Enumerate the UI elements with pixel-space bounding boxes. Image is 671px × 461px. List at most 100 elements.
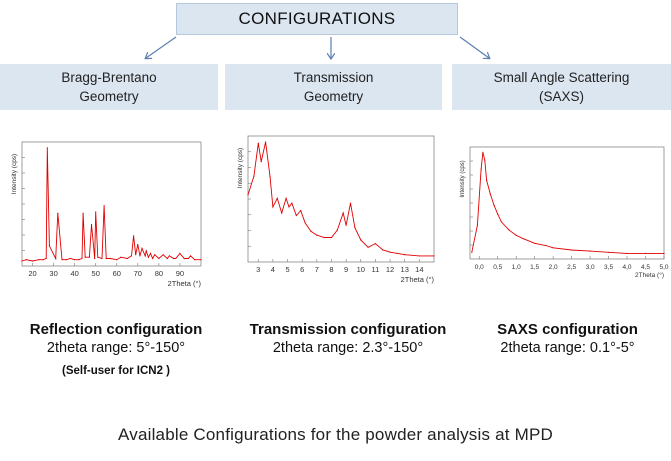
data-point bbox=[316, 234, 318, 236]
x-tick-label: 0,0 bbox=[475, 264, 484, 271]
data-point bbox=[285, 197, 287, 199]
data-point bbox=[272, 206, 274, 208]
x-tick-label: 2,5 bbox=[567, 264, 576, 271]
data-point bbox=[508, 229, 510, 231]
data-point bbox=[300, 210, 302, 212]
x-tick-label: 4 bbox=[271, 265, 275, 274]
plot-reflection: 20 30 40 50 60 70 80 90 2Theta (°) Intensity (cps… bbox=[8, 138, 208, 293]
x-tick-label: 70 bbox=[134, 269, 142, 278]
config-note: (Self-user for ICN2 ) bbox=[62, 365, 170, 377]
data-point bbox=[404, 254, 406, 256]
data-point bbox=[433, 255, 435, 257]
y-axis-label: Intensity (cps) bbox=[11, 154, 18, 194]
data-point bbox=[130, 255, 133, 257]
data-point bbox=[336, 229, 338, 231]
data-point bbox=[500, 221, 502, 223]
x-tick-label: 20 bbox=[28, 269, 36, 278]
x-tick-label: 14 bbox=[415, 265, 423, 274]
series-line bbox=[471, 152, 664, 254]
geometry-label-line2: Geometry bbox=[79, 89, 139, 104]
geometry-label-line1: Bragg-Brentano bbox=[61, 70, 157, 85]
data-point bbox=[571, 249, 573, 251]
data-point bbox=[90, 223, 93, 226]
data-point bbox=[166, 257, 168, 260]
data-point bbox=[45, 257, 47, 260]
data-point bbox=[95, 211, 97, 213]
plot-frame bbox=[247, 135, 435, 263]
config-reflection: Reflection configuration 2theta range: 5… bbox=[0, 320, 232, 377]
data-point bbox=[152, 257, 154, 260]
data-point bbox=[61, 259, 63, 261]
x-tick-label: 60 bbox=[113, 269, 121, 278]
data-point bbox=[396, 252, 398, 254]
y-axis-label: Intensity (cps) bbox=[237, 148, 244, 188]
data-point bbox=[154, 254, 156, 256]
x-tick-label: 90 bbox=[176, 269, 184, 278]
x-tick-label: 3,5 bbox=[604, 264, 613, 271]
x-tick-label: 3 bbox=[256, 265, 260, 274]
geometry-label-line1: Small Angle Scattering bbox=[493, 70, 630, 85]
x-tick-label: 12 bbox=[386, 265, 394, 274]
data-point bbox=[626, 252, 628, 254]
arrow-left bbox=[146, 36, 177, 58]
data-point bbox=[323, 236, 325, 239]
data-point bbox=[349, 202, 352, 204]
y-axis-label: Intensity (cps) bbox=[460, 160, 466, 197]
config-title: SAXS configuration bbox=[497, 321, 638, 338]
data-point bbox=[116, 259, 118, 261]
figure-caption: Available Configurations for the powder … bbox=[118, 425, 553, 444]
x-tick-label: 6 bbox=[300, 265, 304, 274]
data-point bbox=[126, 257, 128, 260]
x-tick-label: 11 bbox=[372, 265, 380, 274]
x-tick-label: 9 bbox=[344, 265, 348, 274]
config-title: Reflection configuration bbox=[29, 321, 203, 338]
geometry-box-transmission: Transmission Geometry bbox=[225, 64, 442, 110]
data-point bbox=[183, 257, 185, 260]
data-point bbox=[81, 257, 83, 260]
data-point bbox=[493, 204, 495, 206]
data-point bbox=[25, 259, 27, 261]
data-point bbox=[269, 175, 271, 177]
x-tick-label: 2,0 bbox=[549, 264, 558, 271]
data-point bbox=[97, 256, 99, 258]
data-point bbox=[105, 257, 107, 260]
x-tick-label: 0,5 bbox=[493, 264, 502, 271]
data-point bbox=[69, 257, 71, 260]
data-point bbox=[253, 175, 255, 177]
data-point bbox=[608, 251, 610, 253]
data-point bbox=[137, 244, 139, 246]
plot-frame bbox=[469, 146, 665, 260]
data-point bbox=[382, 249, 384, 251]
config-range: 2theta range: 5°-150° bbox=[46, 340, 186, 356]
x-tick-label: 8 bbox=[329, 265, 333, 274]
data-point bbox=[345, 224, 347, 226]
data-point bbox=[281, 212, 283, 214]
configurations-title-box: CONFIGURATIONS bbox=[176, 3, 458, 35]
data-point bbox=[84, 256, 86, 258]
x-axis-label: 2Theta (°) bbox=[168, 279, 202, 288]
plot-transmission: 3 4 5 6 7 8 9 10 11 12 13 14 2Theta (°) Intensity (cp… bbox=[234, 132, 439, 292]
data-point bbox=[497, 213, 499, 215]
data-point bbox=[200, 259, 202, 261]
data-point bbox=[342, 212, 344, 214]
data-point bbox=[78, 259, 80, 261]
data-point bbox=[173, 257, 175, 260]
x-tick-label: 40 bbox=[70, 269, 78, 278]
data-point bbox=[247, 194, 249, 196]
data-point bbox=[133, 235, 135, 237]
data-point bbox=[179, 252, 181, 254]
x-tick-label: 50 bbox=[92, 269, 100, 278]
x-tick-label: 7 bbox=[315, 265, 319, 274]
data-point bbox=[101, 257, 103, 260]
x-tick-label: 13 bbox=[401, 265, 409, 274]
data-point bbox=[139, 255, 141, 257]
data-point bbox=[304, 222, 306, 224]
data-point bbox=[120, 256, 122, 258]
data-point bbox=[74, 259, 76, 261]
x-tick-label: 1,5 bbox=[530, 264, 539, 271]
data-point bbox=[484, 159, 486, 161]
data-point bbox=[88, 256, 90, 258]
data-point bbox=[260, 161, 262, 163]
series-line bbox=[247, 141, 434, 257]
